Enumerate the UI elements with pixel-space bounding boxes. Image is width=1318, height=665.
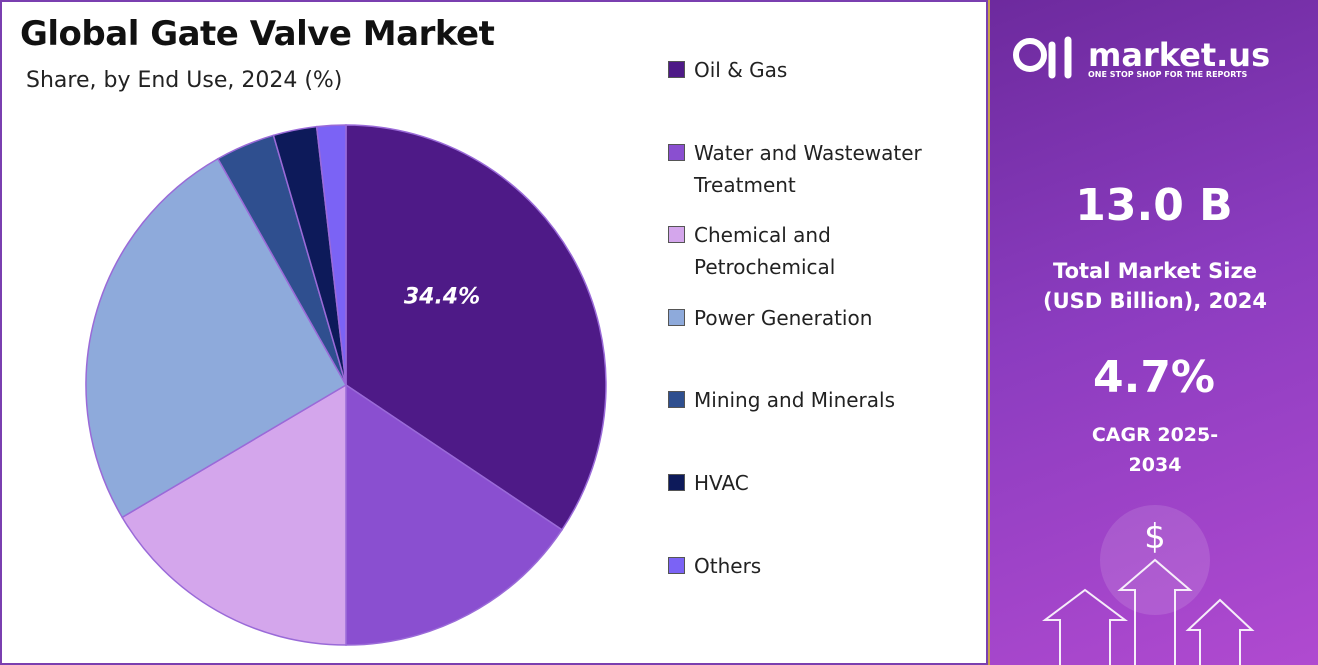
logo-icon xyxy=(1013,38,1047,72)
legend-item: HVAC xyxy=(668,467,958,499)
data-label: 34.4% xyxy=(404,284,480,309)
legend-item: Mining and Minerals xyxy=(668,384,958,416)
legend-swatch xyxy=(668,144,685,161)
legend-swatch xyxy=(668,309,685,326)
chart-title: Global Gate Valve Market xyxy=(20,14,495,54)
pie-slice xyxy=(345,124,607,531)
legend-item: Power Generation xyxy=(668,302,958,334)
tagline: ONE STOP SHOP FOR THE REPORTS xyxy=(1088,70,1248,79)
icon: $ xyxy=(1144,517,1166,557)
logo-icon xyxy=(1048,36,1072,79)
chart-area xyxy=(0,0,988,665)
legend-label: Mining and Minerals xyxy=(694,388,896,412)
pie-slice xyxy=(315,124,347,386)
legend-swatch xyxy=(668,557,685,574)
legend-item: Chemical and Petrochemical xyxy=(668,219,958,283)
pie-chart: 34.4% xyxy=(85,124,607,646)
legend-swatch xyxy=(668,474,685,491)
legend-label: Power Generation xyxy=(694,306,873,330)
legend-label: HVAC xyxy=(694,471,749,495)
legend-label: Others xyxy=(694,554,762,578)
cagr: 4.7% xyxy=(1092,352,1216,403)
market-size-label: Total Market Size (USD Billion), 2024 xyxy=(1042,259,1268,313)
legend-item: Water and Wastewater Treatment xyxy=(668,137,958,201)
chart-subtitle: Share, by End Use, 2024 (%) xyxy=(26,68,343,93)
legend-swatch xyxy=(668,61,685,78)
pie-slice xyxy=(345,383,563,646)
brand: market.us xyxy=(1088,36,1271,74)
legend-label: Chemical and Petrochemical xyxy=(694,223,836,279)
legend-item: Oil & Gas xyxy=(668,54,958,86)
side-panel: $ market.us ONE STOP SHOP FOR THE REPORT… xyxy=(988,0,1318,665)
legend-label: Oil & Gas xyxy=(694,58,788,82)
decoration: $ xyxy=(1013,36,1255,665)
legend-swatch xyxy=(668,391,685,408)
market-size: 13.0 B xyxy=(1075,180,1233,231)
legend-swatch xyxy=(668,226,685,243)
legend-item: Others xyxy=(668,550,958,582)
arrows xyxy=(1042,558,1255,665)
cagr-label: CAGR 2025-2034 xyxy=(1091,424,1219,476)
pie-slice xyxy=(85,157,348,519)
legend-label: Water and Wastewater Treatment xyxy=(694,141,922,197)
pie-slice xyxy=(121,383,347,646)
